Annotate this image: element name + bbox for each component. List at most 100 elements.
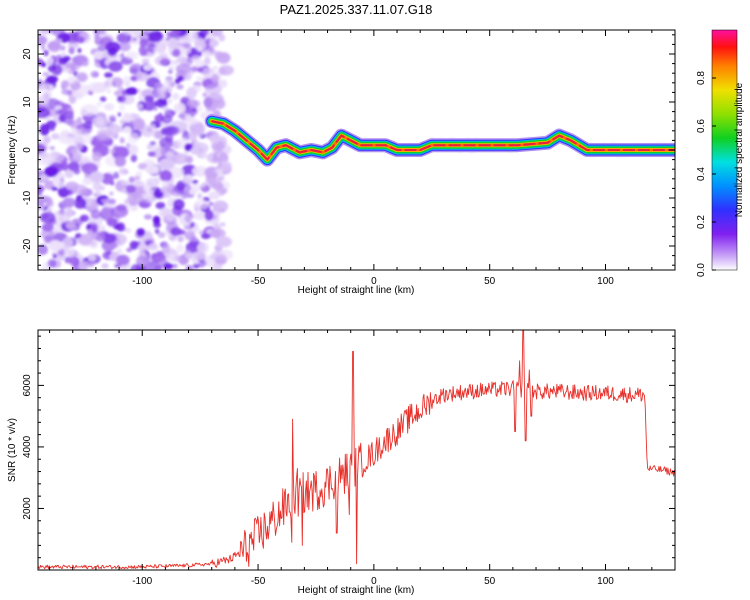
noise-blob — [127, 192, 143, 204]
noise-blob — [62, 237, 73, 249]
noise-blob — [59, 212, 71, 223]
noise-blob — [41, 223, 54, 232]
noise-blob — [58, 134, 73, 144]
noise-blob — [211, 74, 220, 84]
noise-blob — [202, 92, 208, 98]
noise-blob — [114, 155, 127, 167]
noise-blob — [151, 253, 158, 258]
y-tick-label: -10 — [22, 190, 33, 205]
noise-blob — [152, 215, 161, 225]
noise-blob — [193, 251, 207, 261]
noise-blob — [108, 61, 123, 72]
noise-blob — [172, 48, 181, 58]
colorbar-label: Normalized spectral amplitude — [734, 82, 745, 217]
noise-blob — [100, 198, 107, 203]
noise-blob — [107, 148, 116, 154]
noise-blob — [159, 170, 173, 182]
noise-blob — [175, 63, 192, 74]
noise-blob — [131, 39, 140, 46]
noise-blob — [49, 126, 55, 132]
noise-blob — [104, 80, 110, 88]
x-tick-label: 50 — [484, 276, 496, 287]
noise-blob — [171, 154, 184, 165]
noise-blob — [197, 193, 203, 200]
noise-blob — [87, 82, 105, 94]
x-tick-label: -100 — [132, 576, 152, 587]
noise-blob — [39, 30, 50, 36]
noise-blob — [167, 98, 173, 104]
noise-blob — [189, 189, 196, 195]
noise-blob — [62, 197, 76, 208]
noise-blob — [147, 30, 164, 43]
noise-blob — [184, 114, 192, 121]
noise-blob — [116, 222, 126, 232]
noise-blob — [194, 207, 200, 212]
colorbar-tick-label: 0.0 — [696, 263, 707, 277]
noise-blob — [136, 228, 146, 237]
noise-blob — [166, 31, 174, 37]
snr-frame — [37, 329, 676, 571]
noise-blob — [125, 184, 136, 193]
noise-blob — [158, 158, 175, 170]
noise-blob — [101, 206, 115, 218]
noise-blob — [160, 186, 168, 193]
noise-blob — [87, 260, 95, 268]
y-tick-label: 20 — [22, 48, 33, 60]
noise-blob — [116, 254, 130, 266]
noise-blob — [71, 90, 78, 98]
noise-blob — [165, 151, 174, 159]
noise-blob — [90, 70, 100, 78]
noise-blob — [54, 211, 61, 216]
noise-blob — [96, 224, 106, 233]
x-tick-label: 0 — [371, 276, 377, 287]
noise-blob — [122, 30, 137, 36]
x-tick-label: -100 — [132, 276, 152, 287]
noise-blob — [161, 180, 170, 189]
noise-blob — [122, 113, 133, 123]
noise-blob — [119, 119, 125, 125]
noise-blob — [116, 32, 132, 44]
noise-blob — [167, 40, 180, 50]
noise-blob — [70, 127, 79, 135]
noise-blob — [59, 177, 65, 184]
spectrogram-x-label: Height of straight line (km) — [298, 285, 415, 296]
noise-blob — [153, 45, 165, 54]
noise-blob — [51, 186, 58, 191]
noise-blob — [204, 83, 222, 95]
noise-blob — [78, 260, 91, 270]
noise-blob — [55, 105, 63, 110]
noise-blob — [185, 265, 194, 270]
noise-blob — [90, 209, 102, 219]
noise-blob — [138, 33, 149, 41]
noise-blob — [168, 166, 185, 179]
noise-blob — [192, 108, 197, 113]
noise-blob — [93, 192, 99, 198]
noise-blob — [212, 171, 218, 178]
noise-blob — [38, 244, 49, 255]
noise-blob — [90, 241, 96, 247]
noise-blob — [54, 224, 62, 232]
noise-blob — [217, 172, 222, 177]
noise-blob — [141, 58, 150, 65]
noise-blob — [61, 88, 71, 95]
noise-blob — [171, 263, 178, 269]
noise-blob — [133, 175, 141, 181]
noise-blob — [154, 55, 170, 66]
noise-blob — [160, 93, 166, 100]
noise-blob — [106, 218, 118, 227]
x-tick-label: 100 — [597, 576, 614, 587]
noise-blob — [125, 51, 139, 60]
x-tick-label: 100 — [597, 276, 614, 287]
colorbar-tick-label: 0.2 — [696, 215, 707, 229]
noise-blob — [96, 231, 106, 243]
spectrogram-y-label: Frequency (Hz) — [7, 116, 18, 185]
noise-blob — [42, 72, 50, 77]
noise-blob — [192, 179, 199, 185]
noise-blob — [77, 116, 82, 123]
colorbar-gradient — [711, 29, 738, 271]
noise-blob — [154, 228, 160, 234]
noise-blob — [118, 42, 131, 52]
noise-blob — [216, 236, 232, 248]
noise-blob — [203, 97, 213, 108]
